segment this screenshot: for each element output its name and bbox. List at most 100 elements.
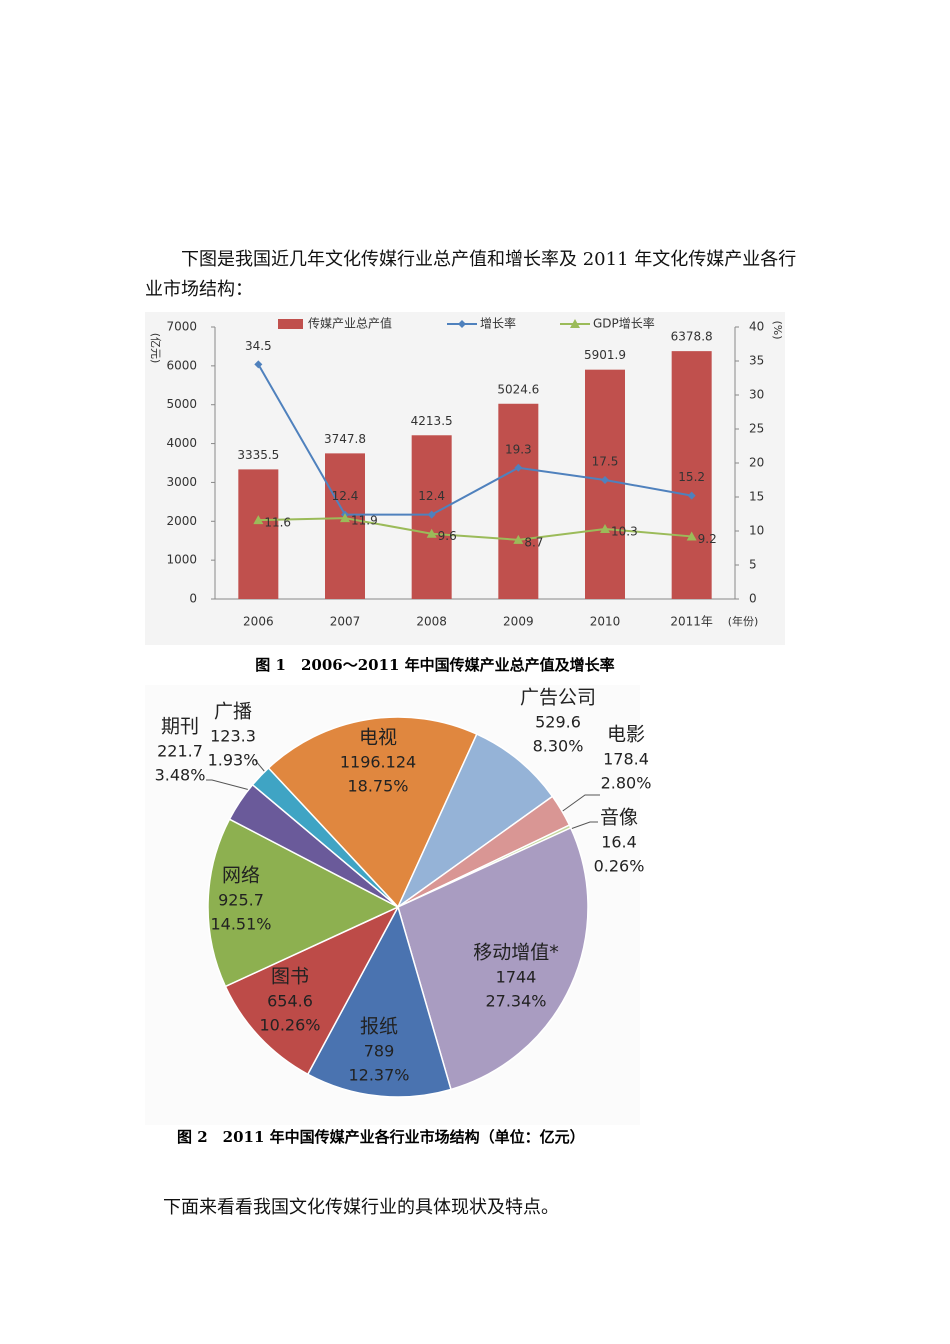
bar — [671, 351, 712, 599]
data-label: 5901.9 — [584, 348, 626, 362]
y2-tick-label: 0 — [749, 592, 757, 606]
point — [687, 491, 696, 500]
bar — [238, 469, 279, 599]
x-tick-label: 2007 — [330, 615, 361, 629]
y2-tick-label: 20 — [749, 456, 764, 470]
y-tick-label: 5000 — [166, 397, 197, 411]
slice-value: 925.7 — [218, 891, 264, 910]
leader-lines — [206, 759, 600, 833]
slice-name: 期刊 — [161, 716, 199, 738]
legend-label: GDP增长率 — [593, 316, 655, 331]
data-label: 8.7 — [524, 535, 543, 549]
slice-value: 654.6 — [267, 992, 313, 1011]
slice-name: 广告公司 — [520, 687, 596, 709]
pie-slice — [267, 716, 478, 909]
x-tick-label: 2011年 — [670, 615, 713, 629]
line — [258, 517, 692, 541]
data-label: 34.5 — [245, 339, 272, 353]
slice-name: 电视 — [359, 727, 397, 749]
legend-label: 传媒产业总产值 — [308, 316, 392, 331]
y-tick-label: 4000 — [166, 436, 197, 450]
slice-name: 音像 — [600, 807, 638, 829]
y-tick-label: 2000 — [166, 514, 197, 528]
data-label: 11.6 — [264, 516, 291, 530]
point — [601, 476, 609, 484]
pie-slice — [396, 733, 554, 910]
bar — [585, 369, 625, 599]
slice-share: 12.37% — [348, 1066, 409, 1085]
point — [426, 528, 437, 538]
y-axis-label: (亿元) — [149, 333, 162, 364]
slice-share: 18.75% — [347, 777, 408, 796]
y-tick-label: 0 — [189, 592, 197, 606]
point — [514, 463, 523, 472]
slice-name: 报纸 — [360, 1016, 398, 1038]
point — [253, 515, 264, 525]
y-tick-label: 6000 — [166, 358, 197, 372]
data-label: 5024.6 — [497, 382, 539, 396]
data-label: 3335.5 — [237, 448, 279, 462]
point — [458, 320, 466, 328]
slice-name: 移动增值* — [473, 942, 559, 964]
y2-tick-label: 10 — [749, 524, 764, 538]
slice-value: 529.6 — [535, 713, 581, 732]
y2-tick-label: 25 — [749, 422, 764, 436]
figure-caption: 图 2 2011 年中国传媒产业各行业市场结构（单位：亿元） — [177, 1128, 585, 1146]
slice-share: 27.34% — [485, 992, 546, 1011]
point — [600, 523, 610, 533]
intro-paragraph: 下图是我国近几年文化传媒行业总产值和增长率及 2011 年文化传媒产业各行业市场… — [145, 249, 797, 300]
pie-slice — [224, 905, 400, 1076]
pie-slice — [251, 766, 399, 908]
slice-share: 14.51% — [210, 915, 271, 934]
pie-slice — [397, 826, 589, 1091]
slice-value: 178.4 — [603, 750, 649, 769]
slice-value: 789 — [364, 1042, 395, 1061]
slice-share: 8.30% — [533, 737, 584, 756]
y2-tick-label: 5 — [749, 558, 757, 572]
point — [686, 531, 697, 541]
slice-name: 广播 — [214, 701, 252, 723]
y2-axis-label: (%) — [771, 320, 784, 339]
data-label: 15.2 — [678, 470, 705, 484]
line — [257, 363, 692, 516]
data-label: 4213.5 — [411, 414, 453, 428]
outro-paragraph: 下面来看看我国文化传媒行业的具体现状及特点。 — [163, 1197, 559, 1218]
y2-tick-label: 35 — [749, 354, 764, 368]
point — [570, 319, 580, 328]
data-label: 12.4 — [418, 489, 445, 503]
slice-share: 10.26% — [259, 1016, 320, 1035]
y-tick-label: 7000 — [166, 320, 197, 334]
point — [513, 534, 524, 544]
data-label: 3747.8 — [324, 432, 366, 446]
figure-caption: 图 1 2006～2011 年中国传媒产业总产值及增长率 — [255, 656, 614, 674]
x-tick-label: 2008 — [416, 615, 447, 629]
slice-value: 1744 — [496, 968, 537, 987]
data-label: 19.3 — [505, 442, 532, 456]
slice-value: 123.3 — [210, 727, 256, 746]
x-tick-label: 2010 — [590, 615, 621, 629]
slice-name: 电影 — [607, 724, 645, 746]
y2-tick-label: 30 — [749, 388, 764, 402]
x-axis-label: (年份) — [728, 614, 759, 628]
legend-swatch — [278, 319, 303, 329]
data-label: 10.3 — [611, 524, 638, 538]
slice-value: 221.7 — [157, 742, 203, 761]
point — [254, 360, 263, 369]
data-label: 6378.8 — [671, 330, 713, 344]
x-tick-label: 2006 — [243, 615, 274, 629]
slice-value: 1196.124 — [340, 753, 416, 772]
slice-value: 16.4 — [601, 833, 637, 852]
pie-slice — [306, 905, 452, 1098]
slice-share: 1.93% — [208, 751, 259, 770]
bar — [325, 453, 365, 599]
slice-share: 2.80% — [601, 774, 652, 793]
point — [427, 510, 436, 519]
y2-tick-label: 15 — [749, 490, 764, 504]
data-label: 9.2 — [698, 532, 717, 546]
slice-name: 网络 — [222, 865, 260, 887]
point — [340, 513, 350, 523]
data-label: 12.4 — [332, 489, 359, 503]
bar — [498, 403, 539, 599]
slice-name: 图书 — [271, 966, 309, 988]
